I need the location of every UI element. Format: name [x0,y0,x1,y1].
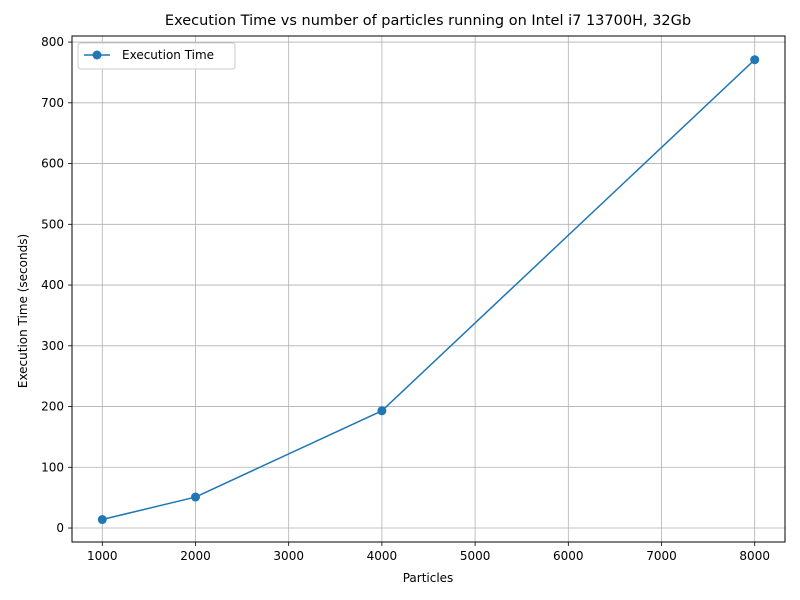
x-tick-label: 5000 [460,549,491,563]
y-tick-label: 700 [41,96,64,110]
grid [72,36,785,542]
x-tick-label: 7000 [646,549,677,563]
legend-label: Execution Time [122,48,214,62]
series-layer [97,55,760,525]
legend-box [77,42,236,70]
data-point [97,515,107,525]
y-tick-label: 200 [41,400,64,414]
x-tick-label: 4000 [367,549,398,563]
legend: Execution Time [77,42,236,70]
data-point [190,492,200,502]
y-tick-label: 100 [41,460,64,474]
x-axis-ticks: 1000 2000 3000 4000 5000 6000 7000 8000 [87,542,770,563]
y-axis-label: Execution Time (seconds) [16,234,30,388]
y-tick-label: 600 [41,157,64,171]
y-tick-label: 0 [56,521,64,535]
y-axis-ticks: 0 100 200 300 400 500 600 700 800 [41,35,72,535]
y-tick-label: 300 [41,339,64,353]
legend-point-marker [92,50,102,60]
x-tick-label: 2000 [180,549,211,563]
series-line [102,59,756,521]
y-tick-label: 400 [41,278,64,292]
x-tick-label: 3000 [273,549,304,563]
x-tick-label: 1000 [87,549,118,563]
plot-frame [71,35,786,543]
y-tick-label: 800 [41,35,64,49]
chart-title: Execution Time vs number of particles ru… [165,13,691,29]
y-tick-label: 500 [41,217,64,231]
x-tick-label: 8000 [739,549,770,563]
x-tick-label: 6000 [553,549,584,563]
data-point [377,406,387,416]
x-axis-label: Particles [403,571,454,585]
data-point [750,55,760,65]
